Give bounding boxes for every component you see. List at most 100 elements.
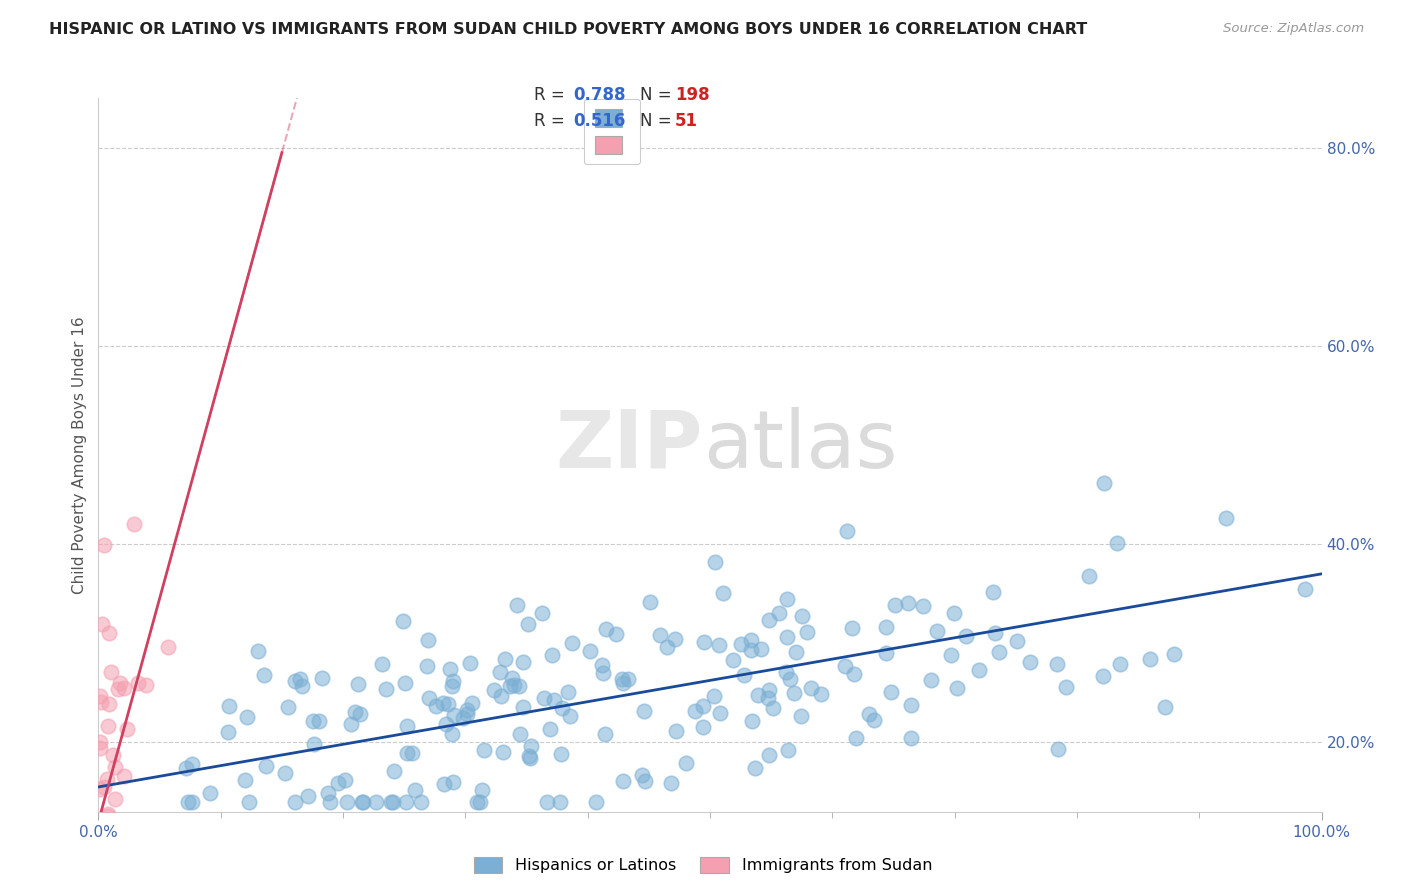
Point [277, 700, 299, 714]
Point [93, 830, 115, 845]
Point [548, 795, 571, 809]
Point [1153, 699, 1175, 714]
Point [499, 679, 522, 693]
Text: 198: 198 [675, 87, 710, 104]
Point [1046, 657, 1069, 672]
Point [436, 698, 458, 712]
Point [900, 731, 922, 745]
Point [776, 630, 799, 644]
Point [122, 516, 145, 531]
Point [180, 757, 202, 772]
Text: 0.788: 0.788 [574, 87, 626, 104]
Point [631, 768, 654, 782]
Point [941, 648, 963, 662]
Point [862, 713, 884, 727]
Point [101, 862, 124, 876]
Point [683, 704, 706, 718]
Point [382, 764, 405, 779]
Point [730, 637, 752, 651]
Point [439, 662, 461, 676]
Point [665, 724, 688, 739]
Point [346, 677, 368, 691]
Y-axis label: Child Poverty Among Boys Under 16: Child Poverty Among Boys Under 16 [72, 316, 87, 594]
Text: R =: R = [534, 87, 571, 104]
Point [340, 717, 363, 731]
Point [89, 741, 111, 756]
Point [328, 775, 350, 789]
Text: Source: ZipAtlas.com: Source: ZipAtlas.com [1223, 22, 1364, 36]
Point [692, 720, 714, 734]
Point [89, 829, 111, 843]
Point [89, 822, 111, 837]
Point [319, 795, 342, 809]
Point [1046, 742, 1069, 756]
Point [617, 672, 640, 686]
Point [112, 681, 135, 696]
Point [370, 657, 392, 672]
Point [218, 699, 240, 714]
Point [561, 636, 583, 650]
Point [927, 624, 949, 638]
Point [758, 613, 780, 627]
Point [1092, 476, 1115, 491]
Point [97, 719, 120, 733]
Point [97, 807, 120, 822]
Point [1163, 648, 1185, 662]
Point [841, 622, 863, 636]
Point [880, 685, 903, 699]
Point [800, 681, 823, 695]
Point [659, 776, 682, 790]
Point [465, 795, 488, 809]
Point [1005, 634, 1028, 648]
Text: R =: R = [534, 112, 571, 130]
Text: N =: N = [640, 87, 676, 104]
Point [536, 795, 558, 809]
Point [311, 671, 333, 685]
Point [538, 722, 561, 736]
Point [396, 719, 419, 733]
Point [468, 795, 491, 809]
Point [733, 668, 755, 682]
Point [135, 678, 157, 692]
Point [302, 714, 325, 728]
Point [157, 640, 180, 654]
Point [648, 628, 671, 642]
Point [501, 671, 523, 685]
Point [540, 648, 562, 662]
Point [107, 682, 129, 697]
Point [254, 759, 277, 773]
Point [693, 635, 716, 649]
Point [451, 711, 474, 725]
Point [396, 746, 419, 760]
Text: 0.516: 0.516 [574, 112, 626, 130]
Point [557, 685, 579, 699]
Point [394, 676, 416, 690]
Point [93, 537, 115, 551]
Point [297, 789, 319, 804]
Point [101, 747, 124, 762]
Point [434, 716, 457, 731]
Text: HISPANIC OR LATINO VS IMMIGRANTS FROM SUDAN CHILD POVERTY AMONG BOYS UNDER 16 CO: HISPANIC OR LATINO VS IMMIGRANTS FROM SU… [49, 22, 1087, 37]
Point [778, 742, 800, 756]
Point [967, 663, 990, 677]
Text: atlas: atlas [703, 407, 897, 485]
Point [655, 640, 678, 654]
Point [758, 683, 780, 698]
Point [675, 756, 697, 770]
Point [200, 786, 222, 800]
Point [308, 714, 330, 729]
Point [633, 704, 655, 718]
Point [709, 706, 731, 720]
Point [471, 783, 494, 797]
Point [512, 655, 534, 669]
Point [1215, 511, 1237, 525]
Point [810, 687, 832, 701]
Point [391, 614, 413, 628]
Point [842, 666, 865, 681]
Point [585, 795, 607, 809]
Point [253, 667, 276, 681]
Point [790, 709, 813, 723]
Point [97, 626, 120, 640]
Point [375, 681, 398, 696]
Point [779, 672, 801, 686]
